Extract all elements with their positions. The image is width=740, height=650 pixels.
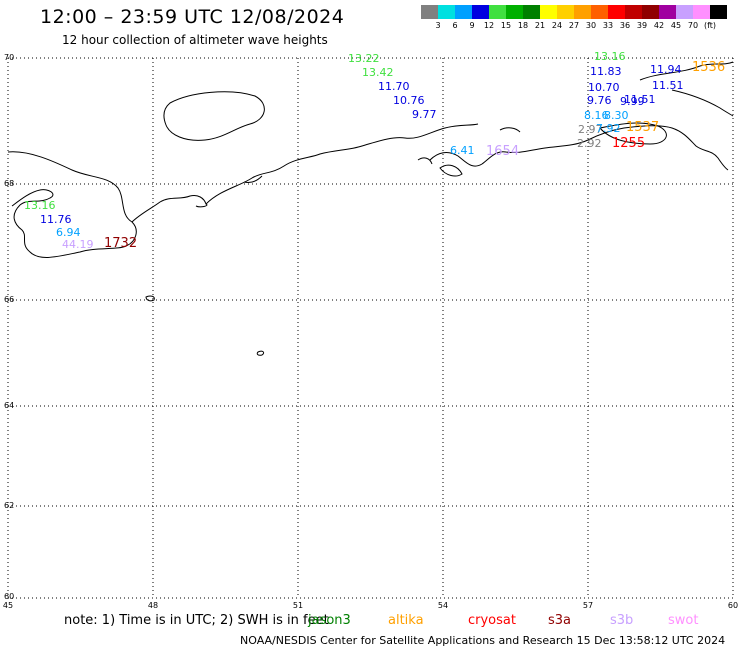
yamal-peninsula xyxy=(429,125,729,171)
scale-label: 39 xyxy=(636,21,648,30)
scale-swatch xyxy=(659,5,676,19)
wave-height-label: 7.92 xyxy=(596,122,621,135)
scale-swatch xyxy=(591,5,608,19)
scale-label: 70 xyxy=(687,21,699,30)
legend-entry-jason3: jason3 xyxy=(308,613,351,628)
lon-label-48: 48 xyxy=(147,601,159,610)
scale-label: 27 xyxy=(568,21,580,30)
mainland-coast-west xyxy=(7,151,137,258)
scale-label: 15 xyxy=(500,21,512,30)
map-frame xyxy=(7,57,734,599)
wave-height-label: 11.51 xyxy=(652,79,684,92)
wave-height-label: 1255 xyxy=(612,136,646,151)
color-scale-bar xyxy=(421,5,727,19)
scale-swatch xyxy=(557,5,574,19)
wave-height-label: 11.76 xyxy=(40,213,72,226)
mainland-coast-middle xyxy=(131,123,479,223)
scale-label: 45 xyxy=(670,21,682,30)
scale-swatch xyxy=(710,5,727,19)
scale-swatch xyxy=(438,5,455,19)
wave-height-label: 9.76 xyxy=(587,94,612,107)
coastlines xyxy=(7,61,734,356)
wave-height-label: 1536 xyxy=(692,60,726,75)
islet-2 xyxy=(256,350,265,356)
lat-label-60: 60 xyxy=(4,592,15,601)
scale-swatch xyxy=(540,5,557,19)
scale-swatch xyxy=(676,5,693,19)
wave-height-label: 11.51 xyxy=(624,93,656,106)
wave-height-label: 1732 xyxy=(104,236,138,251)
coast-north-east xyxy=(417,61,734,165)
scale-swatch xyxy=(693,5,710,19)
island-kolguyev xyxy=(163,91,265,141)
lat-label-68: 68 xyxy=(4,179,15,188)
scale-swatch xyxy=(642,5,659,19)
wave-height-label: 13.42 xyxy=(362,66,394,79)
scale-label: 12 xyxy=(483,21,495,30)
lon-label-45: 45 xyxy=(2,601,14,610)
scale-swatch xyxy=(523,5,540,19)
wave-height-label: 1537 xyxy=(626,120,660,135)
scale-label: 24 xyxy=(551,21,563,30)
note-text: note: 1) Time is in UTC; 2) SWH is in fe… xyxy=(64,613,329,628)
legend-entry-s3b: s3b xyxy=(610,613,634,628)
islet-1 xyxy=(145,295,155,302)
lon-label-54: 54 xyxy=(437,601,449,610)
wave-height-label: 8.16 xyxy=(584,109,609,122)
wave-height-label: 8.30 xyxy=(604,109,629,122)
wave-height-label: 1654 xyxy=(486,144,520,159)
bay-inlet xyxy=(439,164,463,177)
wave-height-label: 6.94 xyxy=(56,226,81,239)
wave-height-label: 11.94 xyxy=(650,63,682,76)
wave-height-label: 13.16 xyxy=(24,199,56,212)
scale-label: 21 xyxy=(534,21,546,30)
scale-swatch xyxy=(472,5,489,19)
map-title: 12:00 – 23:59 UTC 12/08/2024 xyxy=(40,6,345,28)
lat-label-66: 66 xyxy=(4,295,15,304)
map-subtitle: 12 hour collection of altimeter wave hei… xyxy=(62,33,328,47)
wave-height-label: 44.19 xyxy=(62,238,94,251)
legend-entry-cryosat: cryosat xyxy=(468,613,516,628)
lon-label-51: 51 xyxy=(292,601,304,610)
wave-height-label: 11.83 xyxy=(590,65,622,78)
scale-swatch xyxy=(489,5,506,19)
scale-label: 3 xyxy=(435,21,441,30)
scale-label: (ft) xyxy=(703,21,717,30)
wave-height-label: 10.76 xyxy=(393,94,425,107)
lat-label-70: 70 xyxy=(4,53,15,62)
lon-label-57: 57 xyxy=(582,601,594,610)
lat-label-64: 64 xyxy=(4,401,15,410)
scale-label: 36 xyxy=(619,21,631,30)
wave-height-label: 6.41 xyxy=(450,144,475,157)
scale-swatch xyxy=(421,5,438,19)
scale-swatch xyxy=(625,5,642,19)
scale-label: 18 xyxy=(517,21,529,30)
graticule xyxy=(8,58,733,598)
wave-height-label: 10.70 xyxy=(588,81,620,94)
wave-height-label: 13.22 xyxy=(348,52,380,65)
wave-height-label: 11.70 xyxy=(378,80,410,93)
scale-swatch xyxy=(608,5,625,19)
wave-height-label: 2.97 xyxy=(578,123,603,136)
scale-label: 6 xyxy=(452,21,458,30)
footer-credit: NOAA/NESDIS Center for Satellite Applica… xyxy=(240,634,726,647)
novaya-zemlya-south xyxy=(599,122,667,145)
legend-entry-swot: swot xyxy=(668,613,699,628)
wave-height-label: 9.99 xyxy=(620,95,645,108)
scale-label: 42 xyxy=(653,21,665,30)
wave-height-label: 9.77 xyxy=(412,108,437,121)
legend-entry-altika: altika xyxy=(388,613,424,628)
wave-height-label: 2.92 xyxy=(577,137,602,150)
lon-label-60: 60 xyxy=(727,601,739,610)
scale-swatch xyxy=(506,5,523,19)
wave-height-label: 13.16 xyxy=(594,50,626,63)
scale-label: 33 xyxy=(602,21,614,30)
scale-swatch xyxy=(574,5,591,19)
scale-label: 9 xyxy=(469,21,475,30)
scale-swatch xyxy=(455,5,472,19)
lat-label-62: 62 xyxy=(4,501,15,510)
scale-label: 30 xyxy=(585,21,597,30)
legend-entry-s3a: s3a xyxy=(548,613,572,628)
